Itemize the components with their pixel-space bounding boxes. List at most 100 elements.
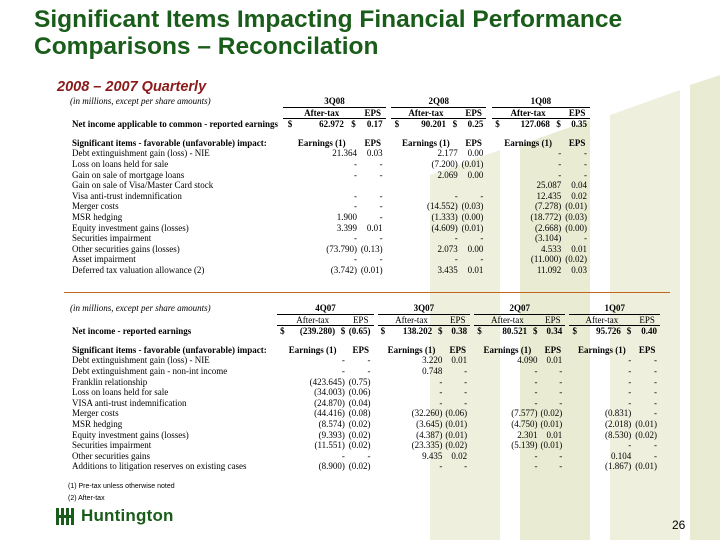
cell-earnings: -	[628, 355, 632, 366]
cell-eps: -	[367, 365, 371, 376]
currency: $	[394, 119, 400, 130]
cell-eps: 0.25	[467, 119, 484, 130]
cell-earnings: 3.220	[422, 355, 443, 366]
cell-earnings: -	[558, 148, 562, 159]
table-row: Securities impairment (11.551) (0.02) (23.3…	[70, 440, 660, 451]
cell-eps: (0.02)	[348, 440, 371, 451]
row-label: Loss on loans held for sale	[72, 158, 169, 169]
huntington-logo: Huntington	[55, 505, 174, 527]
currency: $	[287, 119, 293, 130]
cell-eps: (0.01)	[635, 418, 657, 429]
table-2008: (in millions, except per share amounts) …	[70, 96, 590, 276]
cell-eps: -	[559, 461, 563, 472]
cell-earnings: (7.577)	[511, 408, 538, 419]
table-row: Equity investment gains (losses) (9.393)(…	[70, 430, 660, 441]
cell-earnings: 4.533	[541, 243, 562, 254]
cell-eps: 0.40	[641, 326, 657, 337]
period-header: 1Q07	[569, 303, 660, 315]
cell-eps: (0.04)	[348, 397, 371, 408]
cell-earnings: 12.435	[536, 190, 562, 201]
cell-eps: 0.01	[366, 222, 383, 233]
cell-earnings: -	[341, 450, 345, 461]
cell-earnings: -	[628, 365, 632, 376]
cell-eps: (0.01)	[360, 264, 383, 275]
col-eps: EPS	[360, 107, 386, 120]
cell-eps: -	[654, 376, 657, 387]
cell-earnings: -	[534, 387, 538, 398]
cell-earnings	[283, 180, 360, 191]
cell-eps: -	[379, 201, 383, 212]
page-title: Significant Items Impacting Financial Pe…	[34, 6, 623, 60]
cell-eps: (0.65)	[348, 326, 371, 337]
cell-earnings: (4.387)	[416, 429, 443, 440]
cell-eps: -	[379, 233, 383, 244]
cell-earnings: -	[534, 365, 538, 376]
huntington-logo-icon	[56, 508, 74, 525]
row-label: Equity investment gains (losses)	[72, 429, 189, 440]
cell-earnings: (14.552)	[427, 201, 458, 212]
cell-eps: (0.75)	[348, 376, 371, 387]
currency: $	[280, 326, 285, 337]
col-eps: EPS	[347, 314, 374, 327]
table-row: Asset impairment - - - - (11.000) (0.02)	[70, 254, 590, 265]
row-label: MSR hedging	[72, 211, 123, 222]
row-label: Asset impairment	[72, 254, 136, 265]
cell-earnings: 2.073	[437, 243, 458, 254]
row-label: Net income - reported earnings	[72, 325, 192, 336]
table-row: Debt extinguishment gain - non-int incom…	[70, 366, 660, 377]
cell-eps: 0.35	[571, 119, 587, 130]
cell-earnings: (23.335)	[411, 440, 443, 451]
currency: $	[340, 326, 346, 337]
row-label: Franklin relationship	[72, 376, 148, 387]
row-label: VISA anti-trust indemnification	[72, 397, 187, 408]
cell-eps	[461, 180, 487, 191]
cell-earnings: 2.301	[517, 429, 538, 440]
cell-earnings: 1.900	[336, 211, 358, 222]
cell-after-tax: 90.201	[421, 119, 447, 130]
cell-after-tax: 127.068	[520, 119, 550, 130]
col-eps: EPS	[568, 137, 586, 148]
cell-earnings: (2.668)	[535, 222, 562, 233]
col-eps: EPS	[540, 314, 566, 327]
cell-eps: -	[464, 376, 468, 387]
cell-earnings: (8.530)	[605, 429, 632, 440]
cell-eps: (0.06)	[445, 408, 468, 419]
cell-eps: (0.01)	[540, 440, 563, 451]
cell-after-tax: 138.202	[402, 326, 433, 337]
cell-eps: 0.03	[571, 264, 587, 275]
table-row: Franklin relationship (423.645) (0.75) - - - -…	[70, 377, 660, 388]
unit-note: (in millions, except per share amounts)	[70, 96, 211, 107]
cell-earnings: -	[628, 440, 632, 451]
table-row: Equity investment gains (losses) 3.399 0.0…	[70, 223, 590, 234]
net-income-row: Net income applicable to common - report…	[70, 119, 590, 130]
cell-earnings: -	[354, 233, 358, 244]
cell-earnings: 21.364	[332, 148, 358, 159]
cell-eps: 0.00	[467, 148, 484, 159]
cell-eps: (0.03)	[461, 201, 484, 212]
row-label: Significant items - favorable (unfavorab…	[72, 137, 267, 148]
cell-earnings: (0.831)	[605, 408, 632, 419]
cell-eps: (0.02)	[348, 429, 371, 440]
cell-after-tax: 95.726	[596, 326, 621, 337]
table-row: Debt extinguishment gain (loss) - NIE - - 3…	[70, 355, 660, 366]
cell-eps: (0.01)	[540, 418, 563, 429]
cell-eps: 0.01	[467, 264, 484, 275]
row-label: Significant items - favorable (unfavorab…	[72, 344, 267, 355]
col-after-tax: After-tax	[277, 314, 348, 327]
cell-eps: (0.02)	[348, 418, 371, 429]
page-subtitle: 2008 – 2007 Quarterly	[57, 79, 207, 95]
cell-earnings: -	[439, 461, 443, 472]
net-income-row: Net income - reported earnings $ (239.28…	[70, 326, 660, 337]
cell-eps: -	[584, 169, 587, 180]
cell-eps: 0.17	[366, 119, 383, 130]
col-eps: EPS	[564, 107, 590, 120]
row-label: Debt extinguishment gain (loss) - NIE	[72, 355, 210, 366]
row-label: Securities impairment	[72, 233, 152, 244]
cell-earnings: (73.790)	[326, 243, 358, 254]
cell-eps: (0.01)	[461, 222, 484, 233]
cell-earnings: 25.087	[536, 180, 562, 191]
cell-earnings: (44.416)	[314, 408, 345, 419]
page-number: 26	[672, 518, 686, 532]
currency: $	[495, 119, 500, 130]
